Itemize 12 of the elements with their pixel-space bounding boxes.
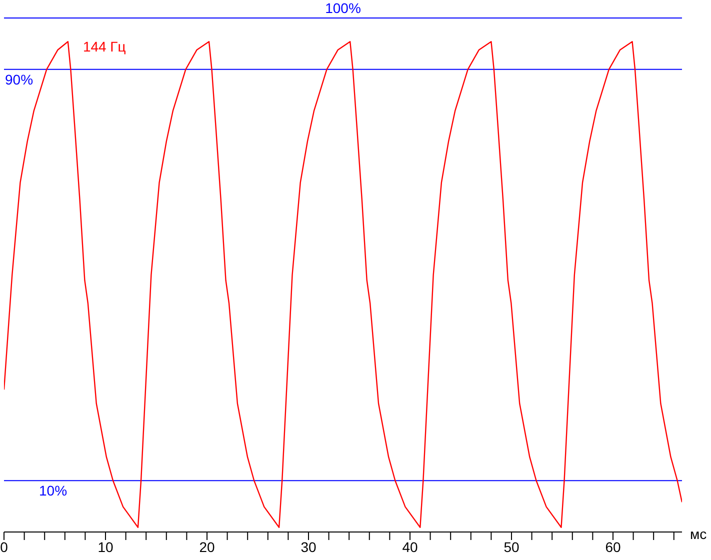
ref-line-label: 100% — [325, 0, 361, 16]
x-tick-label: 40 — [402, 538, 418, 555]
x-tick-label: 10 — [98, 538, 114, 555]
x-tick-label: 20 — [199, 538, 215, 555]
ref-line-label: 90% — [5, 71, 34, 88]
ref-line-label: 10% — [39, 482, 68, 499]
x-axis-title: мс — [690, 526, 707, 542]
x-tick-label: 0 — [0, 538, 8, 555]
x-tick-label: 30 — [300, 538, 316, 555]
x-tick-label: 50 — [504, 538, 520, 555]
series-label: 144 Гц — [82, 38, 126, 55]
x-tick-label: 60 — [605, 538, 621, 555]
